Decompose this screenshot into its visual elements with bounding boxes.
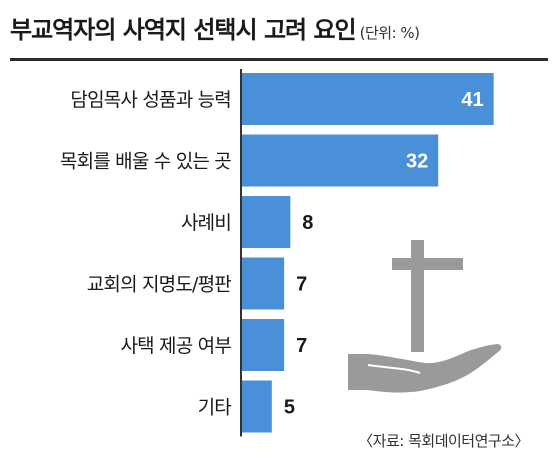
- unit-label: (단위: %): [359, 24, 420, 42]
- category-label-3: 사례비: [181, 212, 231, 234]
- bar-4: [241, 257, 285, 310]
- bars-group: 담임목사 성품과 능력 41 목회를 배울 수 있는 곳 32 사례비 8 교회의 지명도/…: [60, 73, 494, 433]
- chart-title-text: 부교역자의 사역지 선택시 고려 요인: [10, 16, 357, 44]
- bar-1: [241, 73, 494, 125]
- value-label-3: 8: [302, 212, 313, 234]
- value-label-6: 5: [284, 397, 295, 419]
- chart-title: 부교역자의 사역지 선택시 고려 요인 (단위: %): [10, 10, 420, 45]
- hand-crease: [367, 364, 421, 374]
- cross-on-hand-icon: [348, 240, 502, 393]
- cross-icon: [392, 240, 463, 352]
- category-label-1: 담임목사 성품과 능력: [70, 89, 231, 111]
- category-label-4: 교회의 지명도/평판: [87, 274, 232, 296]
- bar-5: [241, 319, 285, 371]
- value-label-1: 41: [461, 89, 483, 111]
- bar-2: [241, 134, 439, 187]
- title-divider: [10, 58, 548, 61]
- value-label-2: 32: [406, 151, 428, 173]
- category-label-6: 기타: [198, 397, 232, 419]
- bar-6: [241, 380, 272, 433]
- value-label-5: 7: [296, 335, 307, 357]
- value-label-4: 7: [296, 274, 307, 296]
- hand-icon: [348, 344, 502, 393]
- source-note: 〈자료: 목회데이터연구소〉: [358, 432, 529, 450]
- category-label-2: 목회를 배울 수 있는 곳: [60, 151, 231, 173]
- bar-3: [241, 196, 291, 248]
- category-label-5: 사택 제공 여부: [120, 335, 231, 357]
